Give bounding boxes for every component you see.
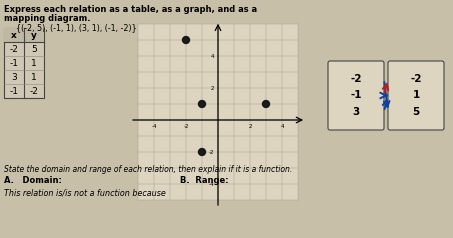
Text: 2: 2 — [211, 85, 214, 90]
Text: x: x — [11, 30, 17, 40]
Text: -2: -2 — [183, 124, 189, 129]
Text: -2: -2 — [10, 45, 19, 54]
Text: -1: -1 — [10, 86, 19, 95]
Circle shape — [198, 100, 206, 108]
Text: -4: -4 — [151, 124, 157, 129]
Text: -2: -2 — [410, 74, 422, 84]
Text: 2: 2 — [248, 124, 252, 129]
Text: y: y — [31, 30, 37, 40]
Text: 4: 4 — [280, 124, 284, 129]
Circle shape — [262, 100, 270, 108]
Text: -1: -1 — [350, 90, 362, 100]
Text: Express each relation as a table, as a graph, and as a: Express each relation as a table, as a g… — [4, 5, 257, 14]
Text: 4: 4 — [211, 54, 214, 59]
Text: 5: 5 — [412, 107, 419, 117]
Text: 1: 1 — [31, 59, 37, 68]
Text: -2: -2 — [350, 74, 362, 84]
Text: 3: 3 — [352, 107, 360, 117]
FancyBboxPatch shape — [328, 61, 384, 130]
Text: -1: -1 — [10, 59, 19, 68]
Text: 1: 1 — [31, 73, 37, 81]
Text: 5: 5 — [31, 45, 37, 54]
Circle shape — [183, 36, 189, 44]
FancyBboxPatch shape — [388, 61, 444, 130]
Text: -4: -4 — [208, 182, 214, 187]
Text: State the domain and range of each relation, then explain if it is a function.: State the domain and range of each relat… — [4, 165, 292, 174]
Text: B.  Range:: B. Range: — [180, 176, 229, 185]
FancyBboxPatch shape — [4, 28, 44, 98]
Text: -2: -2 — [29, 86, 39, 95]
Text: 3: 3 — [11, 73, 17, 81]
Text: A.   Domain:: A. Domain: — [4, 176, 62, 185]
Text: This relation is/is not a function because: This relation is/is not a function becau… — [4, 188, 166, 197]
Text: 1: 1 — [412, 90, 419, 100]
Text: mapping diagram.: mapping diagram. — [4, 14, 91, 23]
Text: -2: -2 — [208, 149, 214, 154]
Text: {(-2, 5), (-1, 1), (3, 1), (-1, -2)}: {(-2, 5), (-1, 1), (3, 1), (-1, -2)} — [16, 23, 137, 32]
FancyBboxPatch shape — [4, 28, 44, 42]
FancyBboxPatch shape — [138, 24, 298, 200]
Circle shape — [198, 149, 206, 155]
